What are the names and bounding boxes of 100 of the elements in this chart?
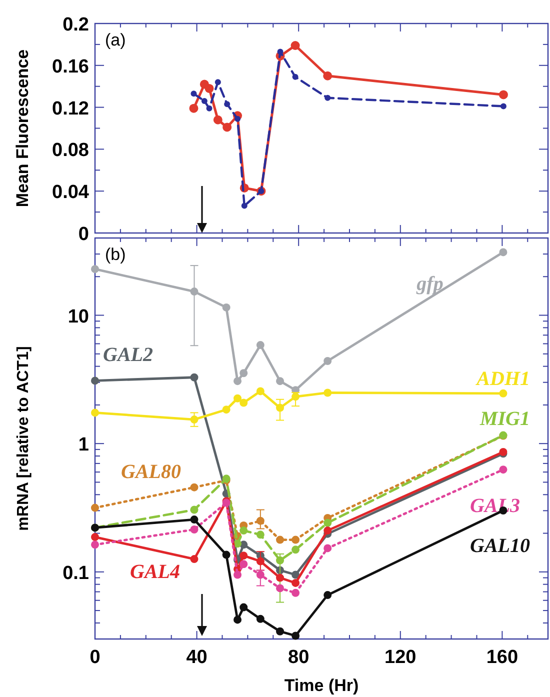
y-tick-label: 0.12: [52, 98, 89, 120]
point: [256, 530, 264, 539]
point: [234, 377, 242, 386]
point: [91, 533, 99, 542]
point: [201, 98, 208, 104]
y-axis-title: mRNA [relative to ACT1]: [15, 346, 32, 531]
point: [190, 90, 197, 97]
point: [234, 394, 242, 402]
y-tick-label: 0.1: [62, 562, 90, 584]
point: [91, 504, 99, 512]
series-label: gfp: [416, 273, 444, 295]
series-label: GAL2: [103, 344, 153, 366]
annotation: (a): [105, 30, 126, 50]
series-label: MIG1: [478, 408, 530, 430]
point: [256, 387, 264, 396]
point: [277, 48, 284, 55]
point: [324, 94, 331, 101]
point: [213, 115, 222, 124]
series-label: GAL10: [470, 535, 530, 557]
point: [224, 101, 230, 108]
point: [324, 544, 332, 552]
x-tick-label: 80: [288, 647, 310, 668]
point: [498, 90, 508, 100]
x-tick-label: 40: [186, 647, 208, 668]
point: [214, 79, 221, 86]
y-tick-label: 1: [78, 434, 90, 456]
point: [276, 377, 284, 386]
point: [323, 71, 332, 80]
point: [324, 518, 332, 527]
point: [190, 416, 198, 424]
point: [292, 536, 300, 544]
point: [292, 392, 300, 401]
point: [240, 526, 248, 535]
point: [256, 614, 264, 623]
point: [324, 388, 332, 397]
point: [222, 550, 230, 559]
point: [222, 122, 232, 132]
y-tick-label: 0.16: [52, 56, 89, 78]
y-axis-title: Mean Fluorescence: [13, 49, 32, 208]
point: [240, 560, 248, 568]
point: [256, 516, 264, 525]
point: [234, 570, 242, 579]
point: [240, 552, 248, 560]
point: [206, 105, 212, 112]
y-tick-label: 0: [78, 224, 89, 245]
point: [499, 389, 508, 398]
series-label: GAL80: [121, 461, 181, 483]
point: [256, 570, 264, 579]
point: [222, 303, 230, 312]
point: [234, 616, 242, 624]
point: [324, 526, 332, 535]
point: [91, 540, 99, 549]
point: [234, 116, 241, 122]
point: [276, 536, 284, 544]
point: [190, 555, 198, 564]
point: [276, 574, 284, 582]
point: [91, 265, 99, 274]
y-tick-label: 0.08: [52, 140, 89, 162]
point: [292, 74, 298, 80]
point: [240, 603, 248, 612]
point: [190, 516, 198, 524]
y-tick-label: 0.2: [62, 14, 89, 36]
point: [292, 570, 300, 579]
point: [241, 202, 248, 209]
point: [499, 466, 508, 474]
point: [204, 84, 214, 93]
point: [499, 248, 508, 256]
point: [190, 526, 198, 534]
x-axis-title: Time (Hr): [284, 676, 359, 695]
point: [292, 588, 300, 597]
point: [500, 103, 506, 110]
point: [276, 404, 284, 412]
point: [256, 341, 264, 350]
point: [91, 376, 99, 385]
point: [276, 584, 284, 592]
point: [240, 398, 248, 407]
x-tick-label: 120: [384, 647, 416, 668]
point: [276, 627, 284, 636]
point: [292, 578, 300, 587]
y-tick-label: 10: [68, 306, 89, 328]
point: [290, 41, 300, 50]
series-label: GAL4: [130, 561, 180, 583]
point: [222, 406, 230, 414]
annotation: (b): [105, 245, 126, 264]
point: [292, 546, 300, 554]
point: [324, 591, 332, 600]
point: [240, 369, 248, 378]
point: [324, 357, 332, 366]
point: [190, 288, 198, 296]
y-tick-label: 0.04: [52, 182, 90, 204]
series-label: ADH1: [474, 368, 530, 390]
point: [189, 104, 198, 113]
point: [234, 540, 242, 548]
point: [190, 373, 198, 382]
point: [276, 556, 284, 564]
point: [190, 506, 198, 514]
point: [190, 483, 198, 492]
point: [91, 408, 99, 417]
x-tick-label: 160: [486, 647, 518, 668]
point: [256, 557, 264, 566]
